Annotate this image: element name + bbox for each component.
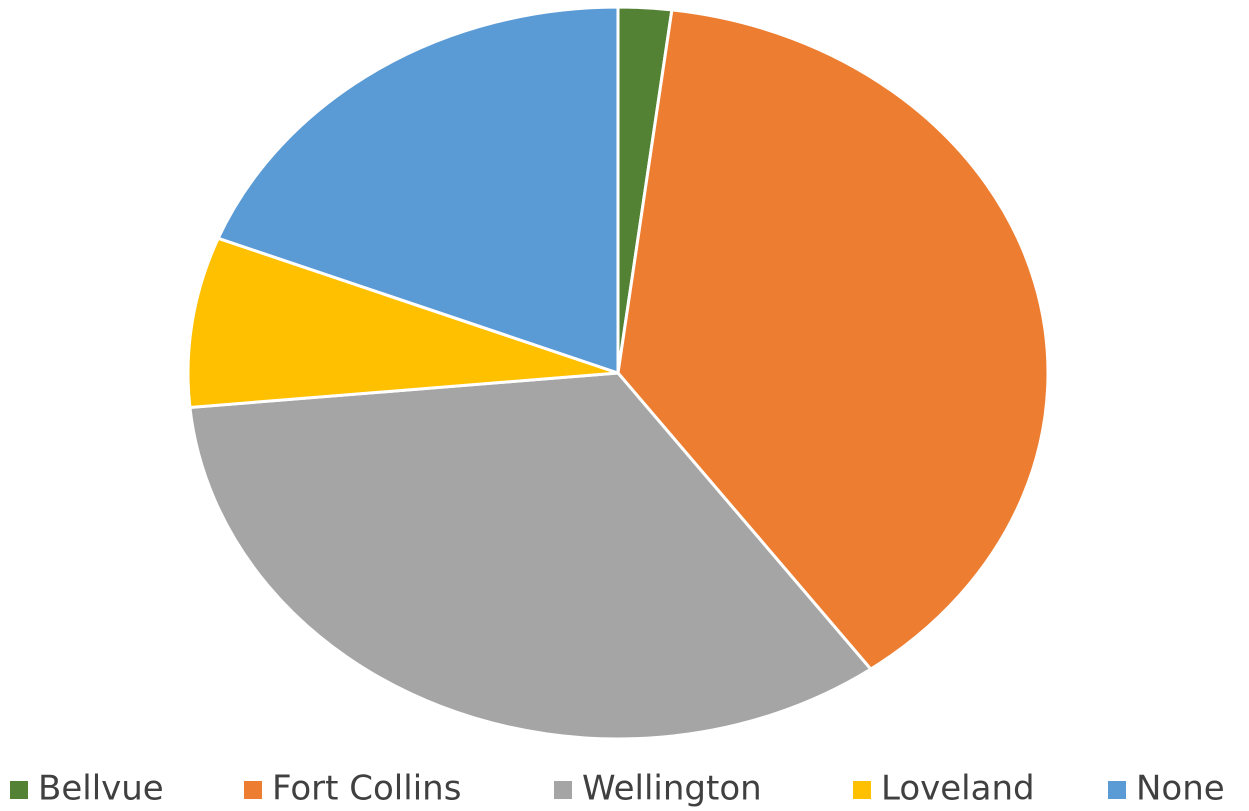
legend-swatch xyxy=(10,781,28,799)
legend-label: Fort Collins xyxy=(272,769,461,809)
pie-slice xyxy=(186,236,619,410)
legend-swatch xyxy=(554,781,572,799)
pie-slice xyxy=(216,5,620,376)
legend-swatch xyxy=(244,781,262,799)
legend-label: Bellvue xyxy=(38,769,164,809)
legend-label: None xyxy=(1136,769,1225,809)
legend-swatch xyxy=(853,781,871,799)
legend-label: Loveland xyxy=(881,769,1035,809)
legend-label: Wellington xyxy=(582,769,762,809)
pie-slice xyxy=(188,371,874,741)
pie-slice xyxy=(616,8,1050,672)
legend-swatch xyxy=(1108,781,1126,799)
